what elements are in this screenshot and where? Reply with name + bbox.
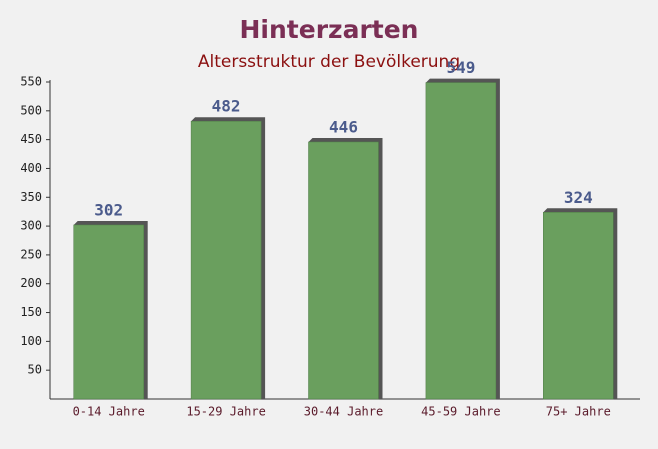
value-label: 549: [446, 58, 475, 77]
x-tick-label: 75+ Jahre: [546, 405, 611, 419]
y-tick-label: 400: [20, 161, 42, 175]
bar: [73, 224, 144, 400]
y-tick-label: 500: [20, 103, 42, 117]
y-tick-label: 450: [20, 132, 42, 146]
x-tick-label: 15-29 Jahre: [186, 405, 265, 419]
value-label: 482: [212, 97, 241, 116]
bar: [543, 212, 614, 400]
x-tick-label: 30-44 Jahre: [304, 405, 383, 419]
chart-subtitle: Altersstruktur der Bevölkerung: [198, 52, 460, 72]
bar: [425, 82, 497, 400]
y-tick-label: 200: [20, 276, 42, 290]
x-tick-label: 0-14 Jahre: [73, 405, 145, 419]
value-label: 446: [329, 117, 358, 136]
y-tick-label: 550: [20, 75, 42, 89]
chart-title: Hinterzarten: [240, 15, 419, 44]
y-tick-label: 300: [20, 219, 42, 233]
y-tick-label: 50: [28, 363, 42, 377]
bar: [308, 141, 379, 400]
y-tick-label: 250: [20, 247, 42, 261]
y-tick-label: 150: [20, 305, 42, 319]
bar: [190, 120, 262, 400]
y-tick-label: 100: [20, 334, 42, 348]
x-tick-label: 45-59 Jahre: [421, 405, 500, 419]
value-label: 302: [94, 200, 123, 219]
y-tick-label: 350: [20, 190, 42, 204]
value-label: 324: [564, 188, 593, 207]
